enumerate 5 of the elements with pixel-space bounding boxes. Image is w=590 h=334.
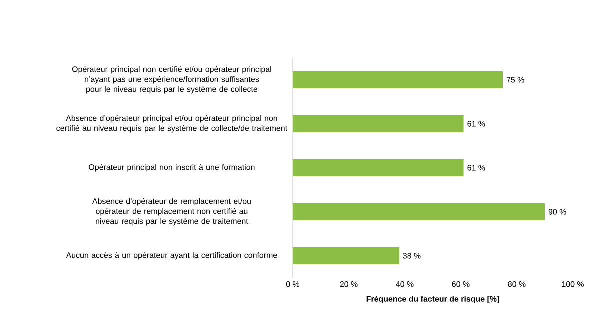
bar [293,248,400,265]
bar [293,204,546,221]
bar [293,72,503,89]
bar [293,116,464,133]
bar [293,160,464,177]
